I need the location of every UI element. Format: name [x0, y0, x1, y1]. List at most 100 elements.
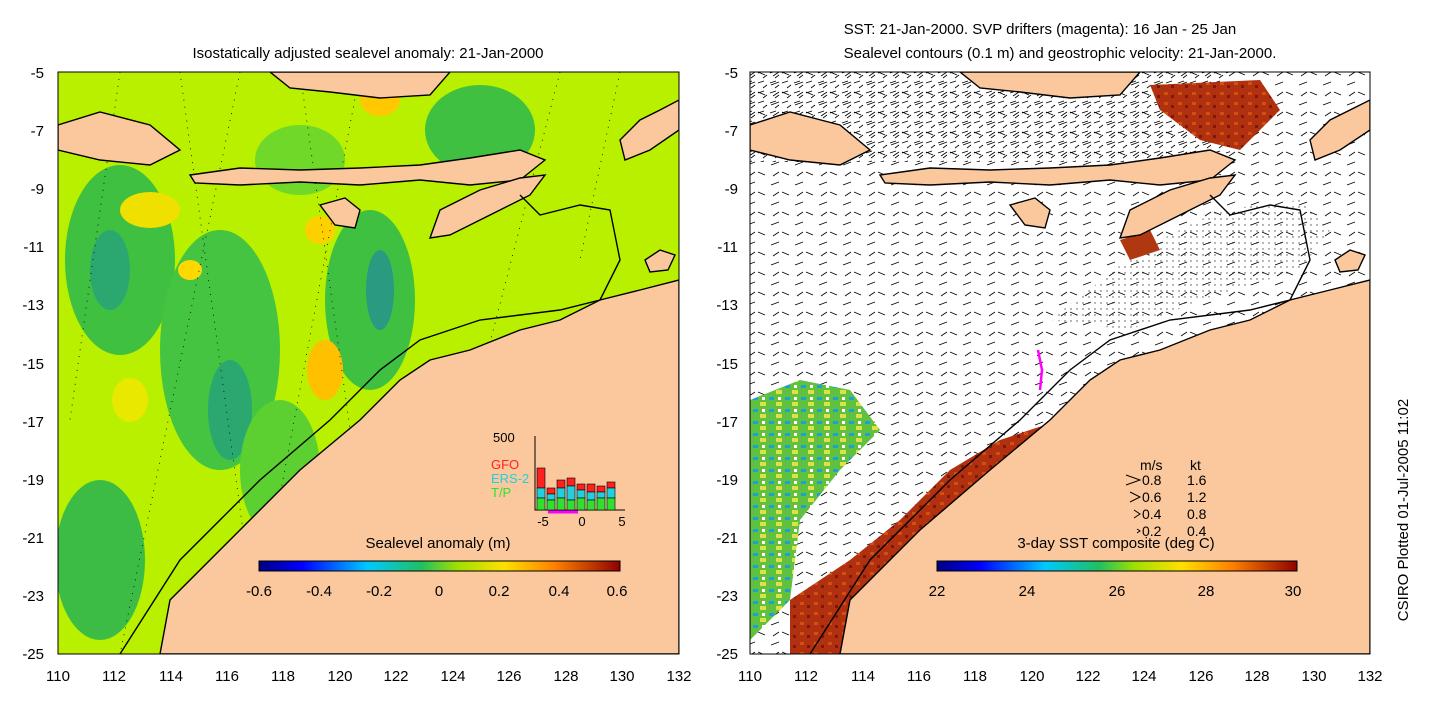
y-tick-label: -21 — [716, 530, 738, 547]
left-y-axis: -5 -7 -9 -11 -13 -15 -17 -19 -21 -23 -25 — [22, 65, 44, 663]
y-tick-label: -19 — [716, 472, 738, 489]
velocity-legend: m/s kt 0.8 1.6 0.6 1.2 0.4 0.8 0.2 0.4 — [1125, 457, 1207, 539]
right-axes: -5 -7 -9 -11 -13 -15 -17 -19 -21 -23 -25… — [716, 65, 1382, 685]
y-tick-label: -5 — [31, 65, 44, 82]
inset-x-tick: 5 — [618, 514, 625, 529]
right-y-axis: -5 -7 -9 -11 -13 -15 -17 -19 -21 -23 -25 — [716, 65, 738, 663]
sla-colorbar-tick: 0.4 — [549, 583, 570, 600]
y-tick-label: -15 — [716, 356, 738, 373]
sla-colorbar-tick: 0.2 — [489, 583, 510, 600]
sst-colorbar-tick: 26 — [1109, 583, 1126, 600]
dotted-shelf-region — [1050, 200, 1330, 330]
isobath-contour — [809, 194, 1311, 654]
velocity-arrow-glyph — [1133, 509, 1141, 519]
x-tick-label: 124 — [1131, 668, 1156, 685]
left-x-axis: 110 112 114 116 118 120 122 124 126 128 … — [46, 668, 691, 685]
velocity-arrow-glyph — [1136, 528, 1141, 534]
x-tick-label: 112 — [102, 668, 126, 685]
right-title-line2: Sealevel contours (0.1 m) and geostrophi… — [844, 45, 1277, 62]
sst-colorbar-tick: 28 — [1198, 583, 1215, 600]
y-tick-label: -13 — [716, 297, 738, 314]
x-tick-label: 124 — [440, 668, 465, 685]
sst-colorbar-ramp — [936, 560, 1298, 572]
sla-colorbar-ticks: -0.6 -0.4 -0.2 0 0.2 0.4 0.6 — [246, 583, 627, 600]
velocity-legend-kt: 0.4 — [1187, 523, 1207, 539]
x-tick-label: 132 — [1357, 668, 1382, 685]
sst-colorbar: 3-day SST composite (deg C) 22 24 26 28 … — [929, 535, 1302, 600]
right-panel: SST: 21-Jan-2000. SVP drifters (magenta)… — [716, 21, 1382, 685]
inset-max-label: 500 — [493, 430, 515, 445]
left-panel: Isostatically adjusted sealevel anomaly:… — [22, 45, 691, 685]
velocity-legend-header-ms: m/s — [1140, 457, 1163, 473]
y-tick-label: -13 — [22, 297, 44, 314]
svp-drifter-track — [1036, 349, 1044, 391]
y-tick-label: -21 — [22, 530, 44, 547]
velocity-arrow-glyph — [1125, 474, 1142, 486]
track-count-inset: 500 GFO ERS-2 T/P -5 0 5 — [491, 430, 626, 529]
x-tick-label: 126 — [1188, 668, 1213, 685]
velocity-legend-header-kt: kt — [1190, 457, 1201, 473]
sst-colorbar-tick: 30 — [1285, 583, 1302, 600]
velocity-legend-ms: 0.8 — [1142, 472, 1162, 488]
velocity-legend-kt: 1.6 — [1187, 472, 1207, 488]
velocity-legend-ms: 0.2 — [1142, 523, 1162, 539]
left-map-frame — [57, 71, 680, 655]
y-tick-label: -7 — [31, 123, 44, 140]
right-x-axis: 110 112 114 116 118 120 122 124 126 128 … — [738, 668, 1382, 685]
inset-x-ticks: -5 0 5 — [537, 514, 625, 529]
y-tick-label: -17 — [22, 414, 44, 431]
y-tick-label: -5 — [725, 65, 738, 82]
left-title: Isostatically adjusted sealevel anomaly:… — [192, 45, 543, 62]
x-tick-label: 128 — [1244, 668, 1269, 685]
x-tick-label: 112 — [794, 668, 818, 685]
y-tick-label: -23 — [716, 588, 738, 605]
y-tick-label: -25 — [22, 646, 44, 663]
x-tick-label: 132 — [666, 668, 691, 685]
inset-bars — [536, 467, 616, 511]
y-tick-label: -17 — [716, 414, 738, 431]
velocity-arrow-glyph — [1129, 491, 1142, 503]
y-tick-label: -23 — [22, 588, 44, 605]
y-tick-label: -19 — [22, 472, 44, 489]
inset-legend-tp: T/P — [491, 485, 511, 500]
inset-legend-gfo: GFO — [491, 457, 519, 472]
x-tick-label: 120 — [327, 668, 352, 685]
sla-map — [58, 72, 679, 654]
right-map-frame — [749, 71, 1371, 655]
x-tick-label: 130 — [609, 668, 634, 685]
plot-credit: CSIRO Plotted 01-Jul-2005 11:02 — [1395, 399, 1412, 621]
velocity-legend-ms: 0.6 — [1142, 489, 1162, 505]
isobath-contour — [119, 194, 621, 654]
x-tick-label: 122 — [1075, 668, 1100, 685]
velocity-legend-kt: 1.2 — [1187, 489, 1207, 505]
x-tick-label: 126 — [496, 668, 521, 685]
x-tick-label: 116 — [215, 668, 239, 685]
x-tick-label: 130 — [1301, 668, 1326, 685]
sst-colorbar-ticks: 22 24 26 28 30 — [929, 583, 1302, 600]
velocity-legend-ms: 0.4 — [1142, 506, 1162, 522]
y-tick-label: -11 — [717, 239, 738, 256]
sla-colorbar: Sealevel anomaly (m) -0.6 -0.4 -0.2 0 0.… — [246, 535, 627, 600]
sla-colorbar-tick: 0.6 — [607, 583, 628, 600]
sla-colorbar-ramp — [258, 560, 621, 572]
inset-x-tick: 0 — [578, 514, 585, 529]
sst-colorbar-label: 3-day SST composite (deg C) — [1017, 535, 1214, 552]
x-tick-label: 122 — [383, 668, 408, 685]
x-tick-label: 114 — [851, 668, 875, 685]
x-tick-label: 114 — [159, 668, 183, 685]
sla-colorbar-tick: -0.6 — [246, 583, 272, 600]
inset-legend-ers2: ERS-2 — [491, 471, 529, 486]
sst-colorbar-tick: 24 — [1019, 583, 1036, 600]
inset-x-tick: -5 — [537, 514, 549, 529]
sla-colorbar-tick: -0.4 — [306, 583, 332, 600]
x-tick-label: 118 — [963, 668, 987, 685]
sla-colorbar-tick: -0.2 — [366, 583, 392, 600]
sst-colorbar-tick: 22 — [929, 583, 946, 600]
x-tick-label: 128 — [553, 668, 578, 685]
x-tick-label: 118 — [271, 668, 295, 685]
y-tick-label: -11 — [23, 239, 44, 256]
sla-colorbar-label: Sealevel anomaly (m) — [365, 535, 510, 552]
y-tick-label: -9 — [725, 181, 738, 198]
left-axes: -5 -7 -9 -11 -13 -15 -17 -19 -21 -23 -25… — [22, 65, 691, 685]
